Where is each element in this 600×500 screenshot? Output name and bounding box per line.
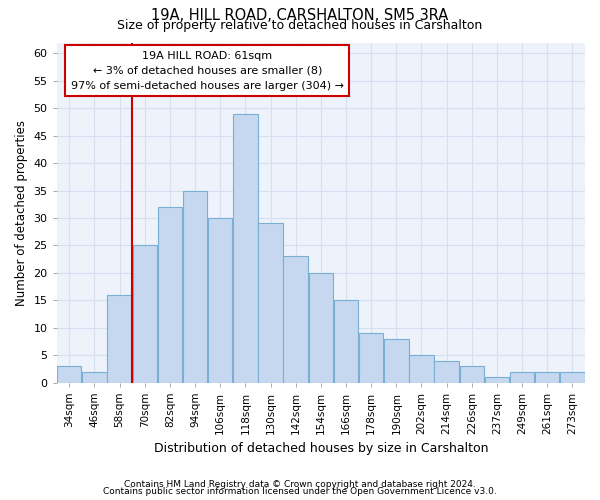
Bar	[359, 333, 383, 382]
Bar	[384, 338, 409, 382]
Bar	[57, 366, 82, 382]
Bar	[334, 300, 358, 382]
Bar	[409, 355, 434, 382]
Text: Contains HM Land Registry data © Crown copyright and database right 2024.: Contains HM Land Registry data © Crown c…	[124, 480, 476, 489]
Bar	[535, 372, 559, 382]
Bar	[158, 207, 182, 382]
Bar	[308, 273, 333, 382]
X-axis label: Distribution of detached houses by size in Carshalton: Distribution of detached houses by size …	[154, 442, 488, 455]
Bar	[434, 360, 459, 382]
Bar	[82, 372, 107, 382]
Bar	[283, 256, 308, 382]
Text: Size of property relative to detached houses in Carshalton: Size of property relative to detached ho…	[118, 19, 482, 32]
Y-axis label: Number of detached properties: Number of detached properties	[15, 120, 28, 306]
Bar	[183, 190, 207, 382]
Bar	[485, 377, 509, 382]
Text: Contains public sector information licensed under the Open Government Licence v3: Contains public sector information licen…	[103, 487, 497, 496]
Bar	[107, 295, 132, 382]
Bar	[208, 218, 232, 382]
Bar	[259, 224, 283, 382]
Bar	[133, 246, 157, 382]
Bar	[233, 114, 257, 382]
Bar	[510, 372, 535, 382]
Text: 19A HILL ROAD: 61sqm
← 3% of detached houses are smaller (8)
97% of semi-detache: 19A HILL ROAD: 61sqm ← 3% of detached ho…	[71, 51, 344, 90]
Bar	[460, 366, 484, 382]
Text: 19A, HILL ROAD, CARSHALTON, SM5 3RA: 19A, HILL ROAD, CARSHALTON, SM5 3RA	[151, 8, 449, 22]
Bar	[560, 372, 584, 382]
